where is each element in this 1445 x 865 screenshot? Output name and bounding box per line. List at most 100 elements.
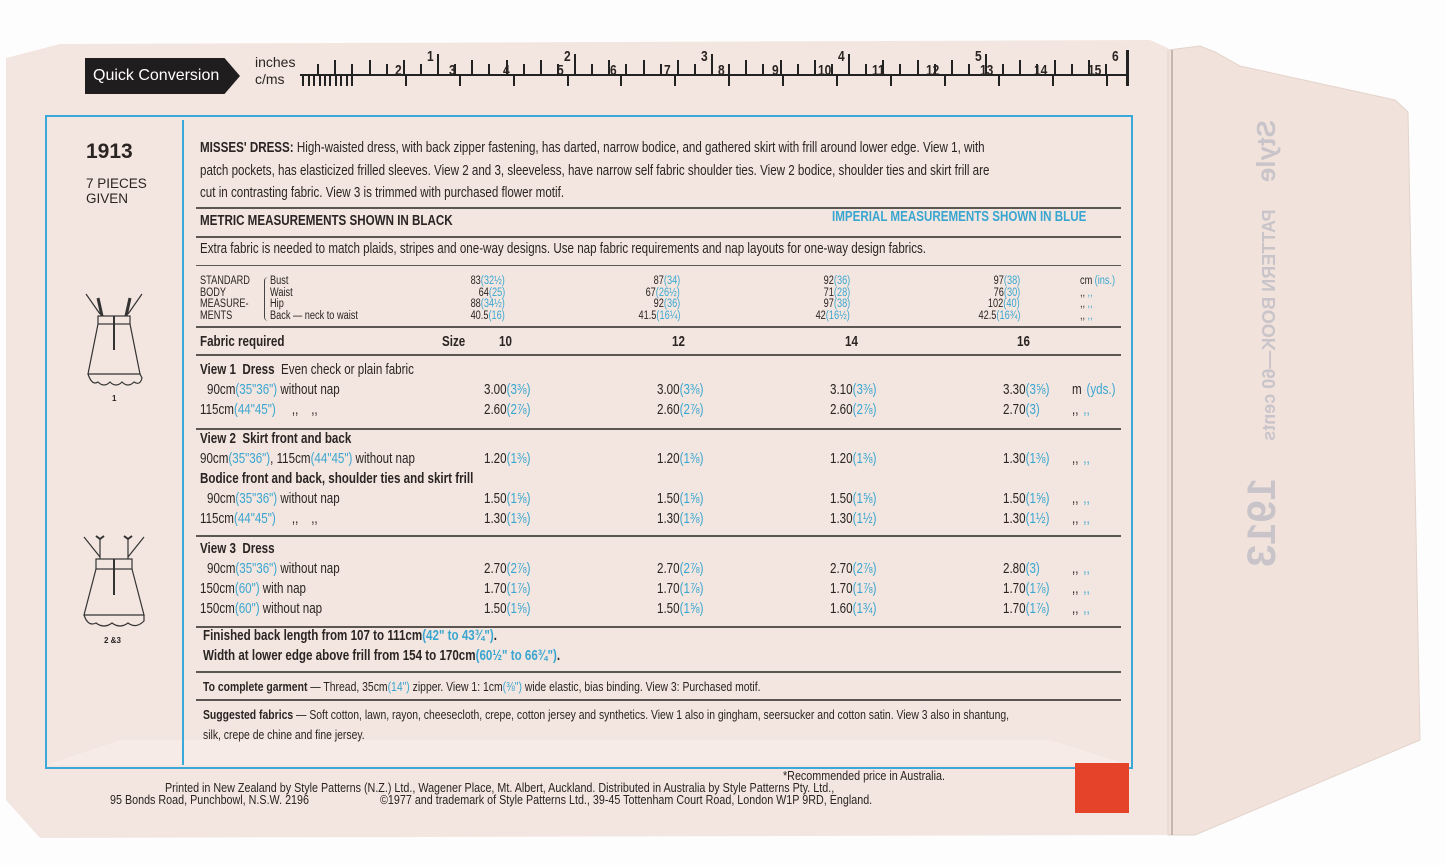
metric-value: 2.60: [830, 402, 853, 418]
imperial-value: (1⅝): [506, 491, 531, 507]
divider: [196, 326, 1121, 328]
cm-tick-label: 14: [1033, 62, 1047, 79]
imperial-value: (26½): [655, 286, 680, 299]
inch-tick: [574, 54, 576, 74]
cm-tick: [620, 74, 623, 86]
imperial-value: (3): [1025, 402, 1040, 418]
frame-divider: [182, 120, 184, 765]
imperial-value: (3⅜): [852, 382, 877, 398]
measurement-value: 88(34½): [471, 298, 505, 311]
unit-metric: ,,: [1072, 491, 1079, 507]
inch-tick: [882, 60, 885, 74]
divider: [196, 428, 1121, 430]
unit-imperial: (ins.): [1094, 275, 1116, 287]
inch-tick: [539, 60, 542, 74]
pattern-number: 1913: [86, 140, 133, 163]
yardage-value: 1.60(1¾): [830, 601, 876, 617]
cm-label: c/ms: [255, 71, 285, 87]
measurement-value: 97(38): [823, 298, 850, 311]
unit-metric: ,,: [1080, 298, 1086, 310]
metric-value: 102: [988, 298, 1004, 310]
unit-metric: cm: [1080, 275, 1093, 287]
unit-label: ,,,,: [1072, 581, 1090, 597]
yardage-value: 1.50(1⅝): [830, 491, 876, 507]
unit-imperial: ,,: [1083, 451, 1090, 467]
imperial-value: (38): [833, 298, 850, 310]
inch-tick: [728, 64, 731, 74]
measurement-value: 87(34): [653, 275, 680, 288]
imperial-value: (1⅝): [506, 601, 531, 617]
imperial-value: (1⅞): [1025, 601, 1050, 617]
cm-tick-label: 8: [718, 62, 725, 79]
inch-tick: [471, 60, 474, 74]
measurement-value: 102(40): [988, 298, 1020, 311]
inch-tick-label: 3: [701, 48, 708, 65]
inch-tick: [865, 64, 868, 74]
measurement-label: Waist: [270, 286, 293, 299]
measurement-value: 92(36): [653, 298, 680, 311]
measurements-group-label: MENTS: [200, 309, 233, 322]
printer-line: Printed in New Zealand by Style Patterns…: [165, 781, 835, 795]
inch-tick: [813, 60, 816, 74]
imperial-value: (34½): [480, 298, 505, 310]
yardage-value: 1.20(1⅜): [657, 451, 703, 467]
metric-value: 2.60: [657, 402, 680, 418]
yardage-value: 1.30(1⅜): [484, 511, 530, 527]
inch-tick: [796, 64, 799, 74]
unit-imperial: (yds.): [1086, 382, 1116, 398]
metric-value: 92: [653, 298, 664, 310]
label-part: (44"45"): [310, 451, 353, 467]
size-label: Size: [442, 334, 466, 350]
imperial-value: (1⅝): [679, 491, 704, 507]
inch-tick: [505, 60, 508, 74]
view-2-3-illustration: [83, 535, 145, 627]
unit-label: ,,,,: [1072, 561, 1090, 577]
metric-value: 2.70: [657, 561, 680, 577]
unit-label: ,,,,: [1072, 402, 1090, 418]
cm-tick: [512, 74, 515, 86]
imperial-value: (1⅞): [679, 581, 704, 597]
yardage-value: 2.70(3): [1003, 402, 1040, 418]
metric-value: 1.50: [657, 491, 680, 507]
cm-tick-label: 6: [610, 62, 618, 79]
cm-tick: [728, 74, 731, 86]
divider: [196, 207, 1121, 209]
measurement-label: Bust: [270, 275, 289, 287]
measurement-value: 40.5(16): [471, 310, 505, 323]
imperial-value: (40): [1003, 298, 1020, 310]
label-part: (60"): [234, 581, 260, 597]
measurements-group-label: BODY: [200, 286, 227, 299]
imperial-value: (1⅜): [679, 511, 704, 527]
inch-tick-label: 2: [564, 48, 571, 65]
label-part: 115cm: [200, 402, 234, 418]
label-part: without nap: [352, 451, 415, 467]
unit-metric: ,,: [1072, 581, 1079, 597]
divider: [196, 699, 1121, 701]
inch-tick: [522, 64, 525, 74]
mm-tick: [351, 74, 353, 86]
inch-tick: [1070, 64, 1073, 74]
imperial-value: (38): [1003, 275, 1020, 287]
label-part: ,, ,,: [275, 511, 318, 527]
label-part: ,, ,,: [275, 402, 318, 418]
inch-tick: [899, 64, 902, 74]
label-part: without nap: [277, 491, 340, 507]
yardage-value: 3.00(3⅜): [657, 382, 703, 398]
cm-tick: [458, 74, 461, 86]
blue-frame: [45, 115, 1133, 769]
metric-value: 41.5: [638, 309, 656, 322]
yardage-value: 1.30(1⅜): [1003, 451, 1049, 467]
inch-tick-label: 4: [838, 48, 845, 65]
imperial-value: (1⅝): [852, 491, 877, 507]
inch-tick: [402, 60, 405, 74]
view-heading: View 1 Dress: [200, 362, 275, 378]
divider: [196, 236, 1121, 238]
label-part: 90cm: [207, 382, 236, 398]
cm-tick: [674, 74, 677, 86]
metric-value: 1.30: [1003, 451, 1026, 467]
imperial-value: (1⅞): [506, 581, 531, 597]
unit-label: ,,,,: [1080, 298, 1093, 311]
fabric-width-label: 90cm(35"36") without nap: [207, 382, 340, 398]
cm-tick: [997, 74, 1000, 86]
inch-tick: [693, 64, 696, 74]
